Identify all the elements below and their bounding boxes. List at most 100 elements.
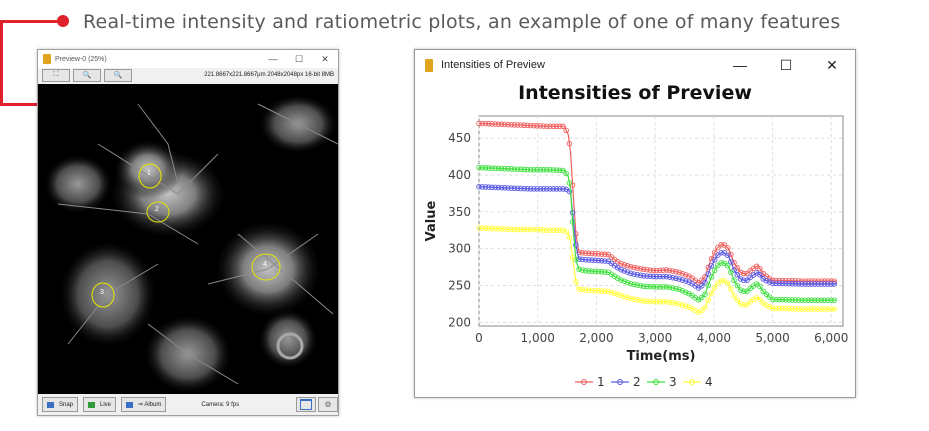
series-point-1 [676, 269, 682, 276]
legend-label-3: 3 [669, 375, 677, 389]
series-point-3 [792, 297, 799, 303]
series-point-2 [521, 185, 527, 192]
intensities-titlebar[interactable]: Intensities of Preview — ☐ ✕ [415, 50, 855, 80]
series-point-1 [618, 260, 624, 267]
series-point-3 [653, 284, 660, 290]
series-point-2 [792, 281, 799, 287]
series-point-2 [624, 269, 631, 275]
series-point-2 [647, 273, 653, 280]
series-point-2 [534, 186, 540, 192]
series-point-4 [598, 288, 605, 294]
series-point-3 [628, 280, 634, 287]
y-tick-label: 250 [448, 278, 471, 292]
series-point-3 [502, 165, 508, 172]
series-point-2 [644, 273, 650, 279]
caption-connector-top [0, 20, 66, 23]
series-point-4 [824, 306, 831, 312]
series-point-2 [485, 184, 492, 190]
series-point-3 [566, 180, 573, 186]
series-point-3 [640, 283, 647, 289]
series-point-4 [634, 297, 640, 303]
series-point-1 [657, 267, 663, 274]
series-point-1 [527, 122, 534, 129]
series-point-2 [518, 185, 524, 192]
maximize-button[interactable]: ☐ [294, 53, 304, 64]
series-point-3 [673, 285, 679, 292]
legend-label-4: 4 [705, 375, 713, 389]
series-point-2 [511, 185, 518, 191]
series-point-4 [476, 225, 482, 231]
series-point-2 [653, 273, 660, 280]
series-point-1 [679, 270, 686, 277]
intensities-window-title: Intensities of Preview [441, 59, 545, 71]
series-point-4 [502, 226, 508, 232]
intensity-chart: 200 250 300 350 400 450 0 1,000 2,000 3,000 4,000 5… [424, 115, 848, 389]
window-settings-button[interactable] [296, 397, 316, 412]
series-point-3 [682, 289, 689, 296]
series-point-3 [547, 167, 553, 173]
series-point-1 [650, 267, 657, 274]
x-tick-label: 5,000 [755, 331, 789, 345]
series-point-4 [524, 226, 531, 233]
series-point-4 [505, 226, 511, 232]
series-point-4 [589, 287, 595, 294]
series-point-1 [731, 259, 737, 266]
album-button[interactable]: ⇒ Album [121, 397, 167, 412]
close-button[interactable]: ✕ [826, 56, 838, 73]
fit-to-window-button[interactable]: ⛶ [42, 68, 70, 82]
series-point-4 [818, 306, 825, 312]
zoom-in-button[interactable]: 🔍 [73, 68, 101, 82]
series-point-2 [540, 186, 547, 192]
gear-button[interactable]: ⚙ [318, 397, 338, 412]
series-point-4 [514, 226, 521, 233]
series-point-3 [524, 166, 531, 173]
series-point-3 [657, 284, 663, 290]
series-point-1 [589, 250, 595, 257]
series-point-3 [482, 165, 489, 171]
legend-label-1: 1 [597, 375, 605, 389]
series-point-1 [495, 121, 502, 127]
series-point-1 [556, 123, 563, 130]
snap-button[interactable]: Snap [42, 397, 79, 412]
microscope-image[interactable]: 1 2 3 4 [38, 84, 338, 394]
series-point-1 [660, 267, 666, 273]
series-point-2 [634, 271, 640, 278]
series-point-3 [679, 288, 686, 294]
series-point-4 [763, 302, 770, 308]
series-point-4 [527, 226, 534, 233]
series-point-2 [812, 281, 818, 287]
series-point-3 [786, 297, 792, 303]
close-button[interactable]: ✕ [321, 53, 329, 64]
series-point-1 [537, 123, 544, 129]
roi-markers [91, 163, 281, 308]
series-point-4 [608, 289, 615, 296]
series-point-2 [498, 184, 505, 191]
series-point-4 [718, 277, 724, 284]
maximize-button[interactable]: ☐ [779, 56, 793, 73]
series-point-2 [537, 186, 544, 192]
series-point-2 [631, 271, 637, 277]
series-point-4 [563, 229, 569, 235]
minimize-button[interactable]: — [733, 57, 747, 73]
series-point-1 [579, 250, 586, 256]
series-point-3 [631, 281, 637, 288]
series-point-4 [757, 296, 763, 303]
series-point-2 [728, 259, 734, 265]
series-point-4 [521, 226, 527, 233]
series-point-2 [821, 281, 828, 287]
series-point-1 [540, 123, 547, 129]
series-point-4 [592, 287, 598, 294]
series-point-3 [644, 283, 650, 290]
minimize-button[interactable]: — [268, 54, 278, 64]
series-point-1 [553, 123, 560, 130]
y-tick-label: 450 [448, 131, 471, 145]
album-label: ⇒ Album [138, 402, 162, 408]
preview-titlebar[interactable]: Preview-0 (25%) — ☐ ✕ [38, 50, 338, 68]
zoom-out-button[interactable]: 🔍 [104, 68, 132, 82]
series-point-2 [621, 268, 628, 274]
series-point-2 [824, 281, 831, 287]
series-point-4 [711, 284, 718, 291]
live-button[interactable]: Live [83, 397, 117, 412]
app-icon [425, 58, 433, 72]
series-point-4 [621, 293, 628, 300]
